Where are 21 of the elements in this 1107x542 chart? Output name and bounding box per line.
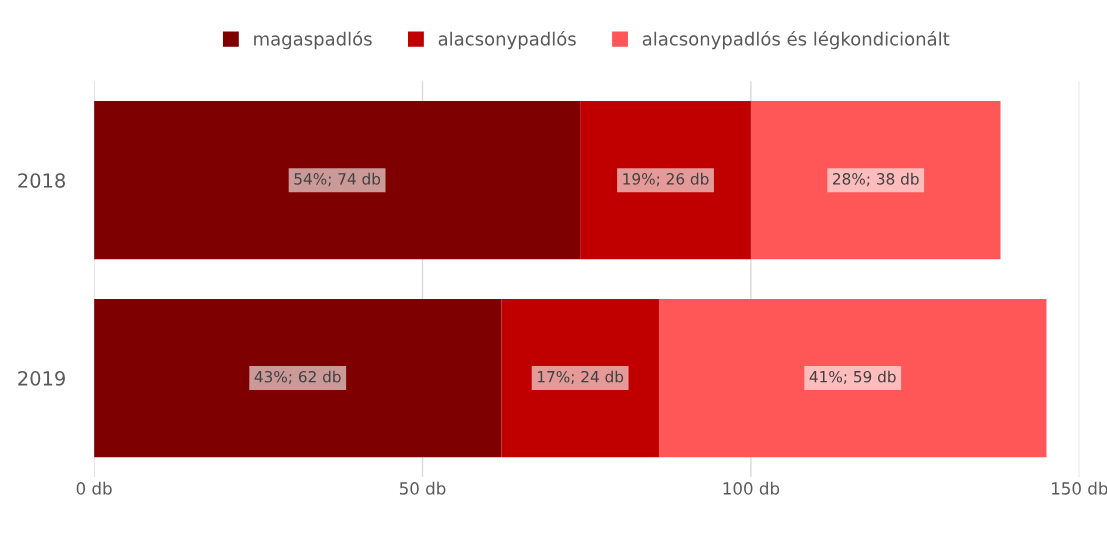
bar [580,101,751,260]
bar [94,298,502,458]
legend-label: alacsonypadlós és légkondicionált [642,31,950,50]
data-label: 54%; 74 db [294,172,381,187]
bar [94,101,581,260]
data-label: 43%; 62 db [254,370,341,385]
legend-label: magaspadlós [254,31,372,50]
legend-label: alacsonypadlós [438,31,576,50]
y-tick-label: 2018 [18,173,65,188]
x-tick-label: 150 db [1052,481,1107,495]
data-label: 41%; 59 db [809,370,896,385]
y-tick-label: 2019 [18,371,65,386]
bar [658,298,1047,458]
x-tick-label: 50 db [399,481,446,495]
bar [750,101,1001,260]
data-label: 17%; 24 db [537,370,624,385]
data-label: 19%; 26 db [623,172,709,187]
x-tick-label: 0 db [76,481,112,495]
bar [501,298,659,458]
data-label: 28%; 38 db [833,172,919,187]
x-tick-label: 100 db [723,481,780,495]
